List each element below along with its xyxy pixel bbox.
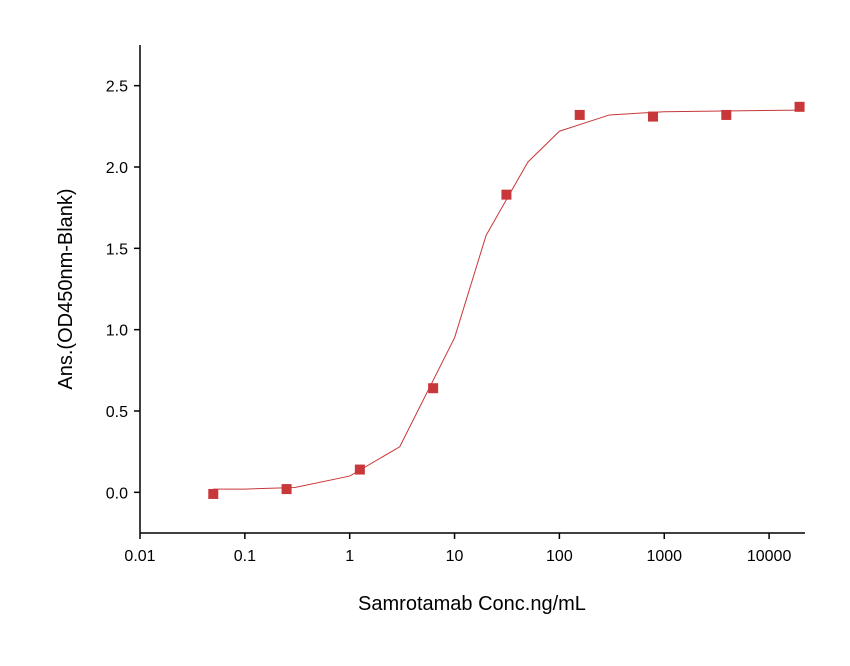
- data-point: [648, 111, 659, 122]
- y-tick-label: 1.0: [106, 323, 128, 340]
- x-axis-label: Samrotamab Conc.ng/mL: [358, 593, 586, 615]
- x-tick-label: 0.01: [124, 548, 155, 565]
- data-point: [721, 109, 732, 120]
- data-point: [354, 464, 365, 475]
- y-tick-label: 0.5: [106, 404, 128, 421]
- x-tick-label: 1000: [646, 548, 682, 565]
- data-point: [794, 101, 805, 112]
- data-point: [428, 383, 439, 394]
- y-tick-label: 0.0: [106, 485, 128, 502]
- y-tick-label: 2.5: [106, 79, 128, 96]
- y-tick-label: 1.5: [106, 241, 128, 258]
- x-tick-label: 0.1: [234, 548, 256, 565]
- y-axis-label: Ans.(OD450nm-Blank): [55, 188, 77, 389]
- y-tick-label: 2.0: [106, 160, 128, 177]
- fit-curve: [213, 109, 801, 490]
- data-point: [281, 484, 292, 495]
- data-point: [208, 488, 219, 499]
- x-tick-label: 1: [345, 548, 354, 565]
- x-tick-label: 100: [546, 548, 573, 565]
- data-point: [501, 189, 512, 200]
- x-tick-label: 10000: [747, 548, 792, 565]
- data-point: [574, 109, 585, 120]
- x-tick-label: 10: [446, 548, 464, 565]
